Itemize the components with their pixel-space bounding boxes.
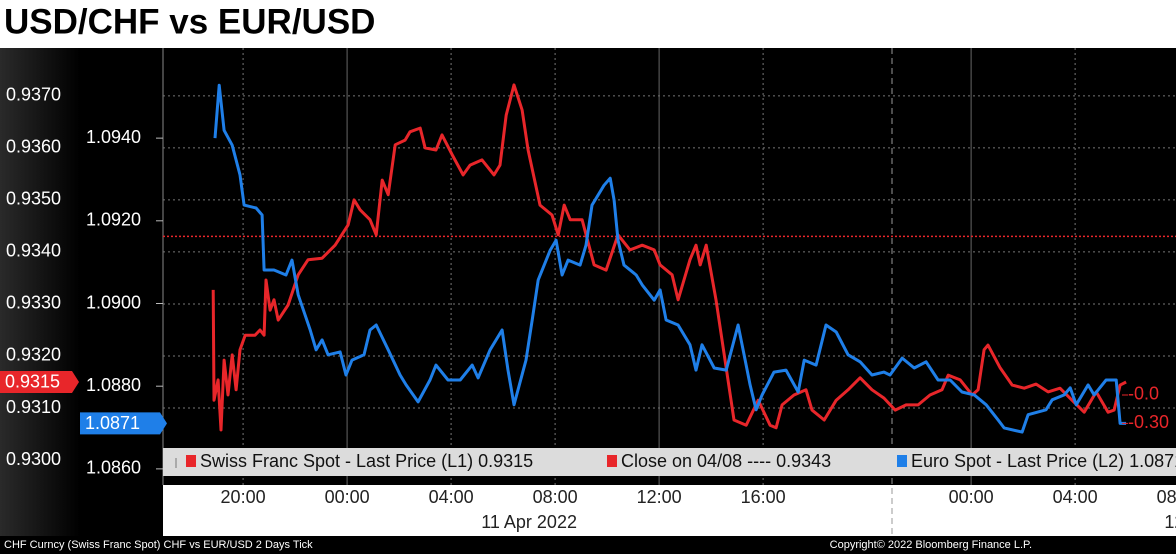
y2-tick-label: 1.0880 [86,375,141,395]
y2-tick-label: 1.0860 [86,458,141,478]
x-tick-label: 08:00 [533,487,578,507]
legend-label: Close on 04/08 ---- 0.9343 [621,451,831,471]
overlay: Swiss Franc Spot - Last Price (L1) 0.931… [175,384,1176,471]
y-tick-label: 0.9360 [6,137,61,157]
series-line [211,83,1127,432]
x-date-label: 11 Apr 2022 [481,512,577,532]
price-tag-label: 0.9315 [5,372,60,392]
legend-swatch [186,455,196,467]
left-axis-panel [0,48,80,536]
x-tick-label: 16:00 [741,487,786,507]
price-tag-label: 1.0871 [85,413,140,433]
y2-tick-label: 1.0920 [86,210,141,230]
y-tick-label: 0.9310 [6,397,61,417]
x-tick-label: 08:00 [1157,487,1176,507]
x-date-label: 12 Apr 2022 [1164,512,1176,532]
x-tick-label: 00:00 [949,487,994,507]
legend-swatch [607,455,617,467]
chart-title: USD/CHF vs EUR/USD [4,2,375,41]
legend [163,448,1176,476]
annotation: -0.0 [1128,384,1159,404]
x-tick-label: 20:00 [221,487,266,507]
plot-area [163,48,1176,485]
x-tick-label: 04:00 [1053,487,1098,507]
y2-tick-label: 1.0940 [86,127,141,147]
x-tick-label: 04:00 [429,487,474,507]
y-tick-label: 0.9340 [6,241,61,261]
y-tick-label: 0.9330 [6,293,61,313]
title-band [0,0,1176,48]
x-tick-label: 00:00 [325,487,370,507]
footer-right: Copyright© 2022 Bloomberg Finance L.P. [830,539,1032,551]
right-axis-panel [80,48,163,536]
footer-left: CHF Curncy (Swiss Franc Spot) CHF vs EUR… [4,539,313,551]
annotation: -0.30 [1128,412,1169,432]
legend-label: Euro Spot - Last Price (L2) 1.0871 [911,451,1176,471]
series-line [213,83,1127,434]
lines [163,83,1176,434]
x-tick-label: 12:00 [637,487,682,507]
y-tick-label: 0.9320 [6,345,61,365]
y-tick-label: 0.9370 [6,85,61,105]
legend-swatch [897,455,907,467]
x-axis-band [163,485,1176,536]
price-tag [80,412,167,435]
y-tick-label: 0.9300 [6,449,61,469]
legend-label: Swiss Franc Spot - Last Price (L1) 0.931… [200,451,533,471]
y-tick-label: 0.9350 [6,189,61,209]
price-tag [0,370,79,393]
y2-tick-label: 1.0900 [86,292,141,312]
